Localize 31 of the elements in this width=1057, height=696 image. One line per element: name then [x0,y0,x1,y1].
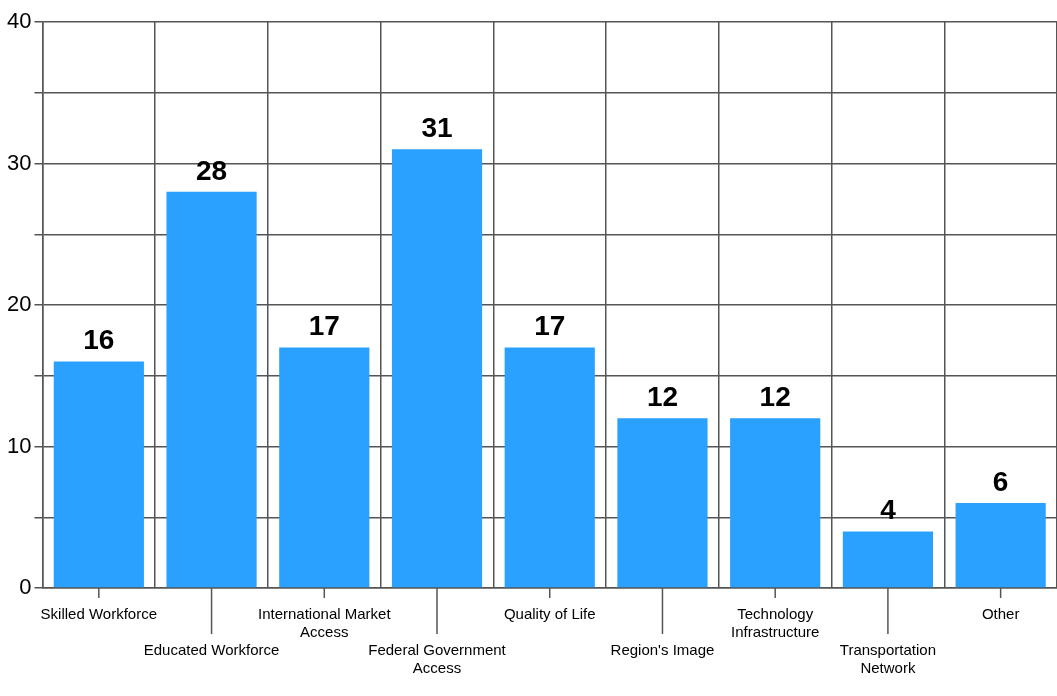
y-tick-label: 30 [6,149,32,175]
x-tick-label: Skilled Workforce [40,605,158,623]
x-tick-label: Technology Infrastructure [731,605,820,641]
bar [166,191,257,588]
bar [730,418,821,588]
bar [53,361,144,588]
bar [842,531,933,588]
data-label: 31 [421,112,453,144]
x-tick-label: Quality of Life [503,605,596,623]
data-label: 6 [992,465,1009,497]
x-tick-label: Transportation Network [839,641,936,677]
y-tick-label: 0 [19,574,32,600]
y-tick-label: 40 [6,8,32,34]
bar [504,347,595,588]
x-tick-label: Other [981,605,1020,623]
x-tick-label: Educated Workforce [143,641,280,659]
data-label: 28 [195,154,228,186]
x-tick-label: Federal Government Access [368,641,507,677]
bar [955,503,1046,588]
y-tick-label: 10 [6,432,32,458]
x-tick-label: International Market Access [258,605,392,641]
y-tick-label: 20 [6,291,32,317]
bar [391,149,483,588]
bar [617,418,708,588]
data-label: 17 [534,310,566,342]
data-label: 12 [646,380,679,412]
data-label: 17 [308,310,340,342]
x-tick-label: Region's Image [610,641,715,659]
data-label: 12 [759,380,791,412]
bar [279,347,370,588]
data-label: 16 [83,324,115,356]
